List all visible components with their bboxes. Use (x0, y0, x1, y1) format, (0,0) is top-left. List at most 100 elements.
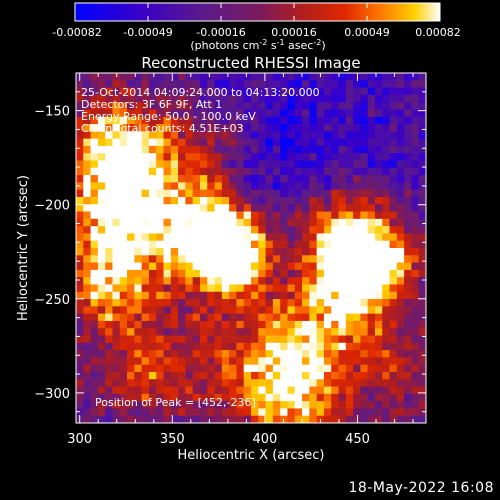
heatmap-cell (374, 196, 383, 205)
heatmap-cell (148, 73, 157, 81)
heatmap-cell (134, 371, 143, 380)
heatmap-cell (199, 240, 208, 249)
heatmap-cell (367, 350, 376, 358)
heatmap-cell (338, 102, 347, 110)
heatmap-cell (112, 262, 121, 271)
heatmap-cell (243, 401, 252, 409)
heatmap-cell (76, 277, 84, 285)
heatmap-cell (221, 233, 230, 242)
heatmap-cell (105, 211, 113, 220)
heatmap-cell (163, 284, 172, 293)
heatmap-cell (418, 138, 426, 147)
heatmap-cell (199, 204, 208, 212)
heatmap-cell (258, 320, 266, 329)
heatmap-cell (76, 350, 84, 358)
heatmap-cell (404, 248, 412, 256)
heatmap-cell (141, 364, 150, 373)
heatmap-cell (367, 131, 376, 140)
heatmap-cell (382, 204, 390, 212)
heatmap-cell (323, 240, 332, 249)
heatmap-cell (229, 218, 237, 227)
heatmap-cell (148, 240, 157, 249)
heatmap-cell (221, 364, 230, 373)
heatmap-cell (229, 291, 237, 300)
heatmap-cell (156, 211, 164, 220)
heatmap-cell (119, 269, 128, 278)
heatmap-cell (338, 401, 347, 409)
heatmap-cell (272, 233, 281, 242)
heatmap-cell (105, 204, 113, 212)
heatmap-cell (294, 233, 303, 242)
heatmap-cell (323, 204, 332, 212)
heatmap-cell (265, 364, 274, 373)
heatmap-cell (396, 328, 405, 336)
x-tick-label: 350 (160, 432, 185, 447)
heatmap-cell (199, 371, 208, 380)
heatmap-cell (302, 262, 310, 271)
heatmap-cell (192, 153, 201, 161)
heatmap-cell (258, 131, 266, 140)
heatmap-cell (338, 153, 347, 161)
heatmap-cell (404, 262, 412, 271)
heatmap-cell (331, 189, 339, 198)
heatmap-cell (323, 124, 332, 132)
heatmap-cell (360, 94, 369, 103)
heatmap-cell (411, 401, 420, 409)
heatmap-cell (105, 131, 113, 140)
heatmap-cell (236, 277, 245, 285)
heatmap-cell (90, 248, 99, 256)
heatmap-cell (119, 328, 128, 336)
heatmap-cell (229, 175, 237, 183)
heatmap-cell (323, 167, 332, 176)
heatmap-cell (76, 284, 84, 293)
heatmap-cell (272, 182, 281, 191)
heatmap-cell (280, 248, 288, 256)
heatmap-cell (243, 328, 252, 336)
heatmap-cell (251, 138, 259, 147)
heatmap-cell (331, 233, 339, 242)
heatmap-cell (272, 167, 281, 176)
heatmap-cell (294, 269, 303, 278)
heatmap-cell (418, 204, 426, 212)
heatmap-cell (323, 160, 332, 169)
heatmap-cell (90, 328, 99, 336)
heatmap-cell (309, 240, 318, 249)
heatmap-cell (309, 80, 318, 88)
heatmap-cell (170, 233, 179, 242)
heatmap-cell (90, 138, 99, 147)
heatmap-cell (127, 226, 135, 234)
heatmap-cell (258, 116, 266, 125)
heatmap-cell (367, 357, 376, 366)
heatmap-cell (134, 109, 143, 118)
heatmap-cell (97, 233, 106, 242)
heatmap-cell (236, 160, 245, 169)
heatmap-cell (199, 124, 208, 132)
heatmap-cell (374, 248, 383, 256)
heatmap-cell (272, 94, 281, 103)
heatmap-cell (170, 167, 179, 176)
heatmap-cell (258, 109, 266, 118)
heatmap-cell (272, 313, 281, 322)
heatmap-cell (323, 299, 332, 307)
heatmap-cell (192, 80, 201, 88)
heatmap-cell (418, 124, 426, 132)
heatmap-cell (97, 379, 106, 387)
heatmap-cell (280, 291, 288, 300)
heatmap-cell (404, 277, 412, 285)
heatmap-cell (207, 401, 215, 409)
heatmap-cell (148, 364, 157, 373)
heatmap-cell (411, 145, 420, 154)
heatmap-cell (338, 393, 347, 402)
heatmap-cell (127, 371, 135, 380)
heatmap-cell (134, 357, 143, 366)
heatmap-cell (309, 342, 318, 351)
heatmap-cell (221, 153, 230, 161)
heatmap-cell (396, 145, 405, 154)
x-axis: 300 350 400 450 (67, 73, 414, 447)
heatmap-cell (214, 226, 223, 234)
heatmap-cell (97, 350, 106, 358)
heatmap-cell (76, 116, 84, 125)
heatmap-cell (323, 131, 332, 140)
heatmap-cell (112, 80, 121, 88)
heatmap-cell (360, 328, 369, 336)
